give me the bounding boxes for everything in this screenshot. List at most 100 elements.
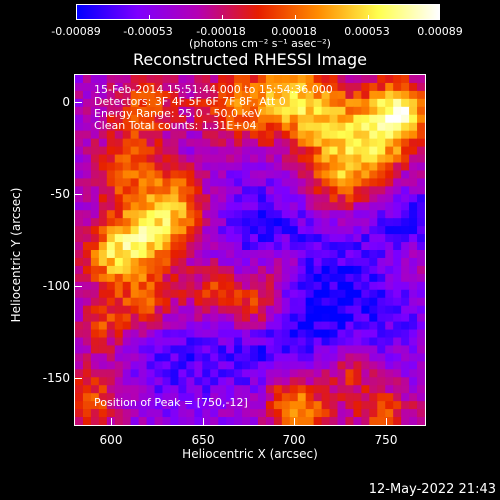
heatmap-cell bbox=[114, 377, 124, 386]
heatmap-cell bbox=[337, 281, 347, 291]
heatmap-cell bbox=[369, 377, 378, 386]
heatmap-cell bbox=[273, 393, 283, 402]
heatmap-cell bbox=[138, 361, 148, 370]
heatmap-cell bbox=[242, 178, 251, 187]
heatmap-cell bbox=[202, 393, 211, 402]
heatmap-cell bbox=[337, 170, 347, 179]
heatmap-cell bbox=[210, 281, 219, 291]
heatmap-cell bbox=[162, 75, 172, 84]
heatmap-cell bbox=[345, 178, 354, 187]
heatmap-cell bbox=[337, 82, 347, 92]
heatmap-cell bbox=[313, 98, 323, 108]
heatmap-cell bbox=[98, 289, 108, 299]
heatmap-cell bbox=[417, 337, 425, 347]
heatmap-cell bbox=[273, 186, 283, 195]
heatmap-cell bbox=[218, 226, 227, 235]
heatmap-cell bbox=[257, 281, 267, 291]
plot-title: Reconstructed RHESSI Image bbox=[133, 50, 367, 69]
heatmap-cell bbox=[75, 202, 84, 211]
heatmap-cell bbox=[377, 202, 386, 211]
heatmap-cell bbox=[178, 90, 187, 100]
heatmap-cell bbox=[202, 170, 211, 179]
heatmap-cell bbox=[417, 265, 425, 275]
heatmap-cell bbox=[409, 210, 418, 219]
heatmap-cell bbox=[281, 297, 291, 307]
heatmap-cell bbox=[146, 313, 156, 323]
heatmap-cell bbox=[377, 75, 386, 84]
heatmap-cell bbox=[178, 138, 187, 148]
heatmap-cell bbox=[202, 90, 211, 100]
heatmap-cell bbox=[337, 146, 347, 156]
heatmap-cell bbox=[393, 186, 402, 195]
heatmap-cell bbox=[130, 377, 140, 386]
heatmap-cell bbox=[377, 337, 386, 347]
heatmap-cell bbox=[297, 329, 307, 339]
heatmap-cell bbox=[369, 242, 378, 251]
heatmap-cell bbox=[146, 122, 156, 132]
heatmap-cell bbox=[417, 218, 425, 227]
heatmap-cell bbox=[234, 98, 243, 108]
heatmap-cell bbox=[265, 194, 275, 203]
heatmap-cell bbox=[265, 98, 275, 108]
heatmap-cell bbox=[154, 106, 164, 116]
heatmap-cell bbox=[75, 250, 84, 259]
heatmap-cell bbox=[369, 210, 378, 219]
heatmap-cell bbox=[242, 250, 251, 259]
heatmap-cell bbox=[178, 146, 187, 156]
heatmap-cell bbox=[186, 281, 195, 291]
heatmap-cell bbox=[297, 337, 307, 347]
heatmap-cell bbox=[345, 417, 354, 425]
heatmap-cell bbox=[154, 162, 164, 172]
heatmap-cell bbox=[234, 361, 243, 370]
heatmap-cell bbox=[329, 82, 339, 92]
heatmap-cell bbox=[401, 218, 410, 227]
heatmap-cell bbox=[289, 305, 299, 315]
heatmap-cell bbox=[321, 218, 331, 227]
heatmap-cell bbox=[417, 75, 425, 84]
heatmap-cell bbox=[202, 401, 211, 410]
heatmap-cell bbox=[98, 234, 108, 243]
heatmap-cell bbox=[281, 202, 291, 211]
heatmap-cell bbox=[281, 146, 291, 156]
heatmap-cell bbox=[329, 130, 339, 140]
heatmap-cell bbox=[345, 234, 354, 243]
heatmap-cell bbox=[98, 202, 108, 211]
heatmap-cell bbox=[329, 154, 339, 164]
heatmap-cell bbox=[75, 242, 84, 251]
heatmap-cell bbox=[146, 361, 156, 370]
heatmap-cell bbox=[210, 289, 219, 299]
heatmap-cell bbox=[194, 75, 203, 84]
heatmap-cell bbox=[194, 242, 203, 251]
heatmap-cell bbox=[202, 273, 211, 283]
heatmap-cell bbox=[90, 82, 100, 92]
heatmap-cell bbox=[273, 162, 283, 172]
heatmap-cell bbox=[210, 138, 219, 148]
heatmap-cell bbox=[226, 170, 235, 179]
heatmap-cell bbox=[377, 138, 386, 148]
heatmap-cell bbox=[257, 194, 267, 203]
heatmap-cell bbox=[337, 226, 347, 235]
heatmap-cell bbox=[202, 234, 211, 243]
heatmap-cell bbox=[337, 210, 347, 219]
heatmap-cell bbox=[242, 361, 251, 370]
heatmap-cell bbox=[289, 82, 299, 92]
heatmap-cell bbox=[345, 114, 354, 124]
heatmap-cell bbox=[114, 90, 124, 100]
heatmap-cell bbox=[138, 75, 148, 84]
heatmap-cell bbox=[281, 234, 291, 243]
heatmap-cell bbox=[281, 385, 291, 394]
heatmap-cell bbox=[385, 154, 394, 164]
heatmap-cell bbox=[345, 146, 354, 156]
heatmap-cell bbox=[178, 377, 187, 386]
heatmap-cell bbox=[178, 337, 187, 347]
heatmap-cell bbox=[82, 281, 92, 291]
heatmap-cell bbox=[210, 377, 219, 386]
heatmap-cell bbox=[162, 305, 172, 315]
heatmap-cell bbox=[377, 257, 386, 267]
heatmap-cell bbox=[369, 82, 378, 92]
heatmap-cell bbox=[114, 106, 124, 116]
heatmap-cell bbox=[401, 250, 410, 259]
heatmap-cell bbox=[82, 75, 92, 84]
heatmap-cell bbox=[98, 313, 108, 323]
heatmap-cell bbox=[75, 162, 84, 172]
